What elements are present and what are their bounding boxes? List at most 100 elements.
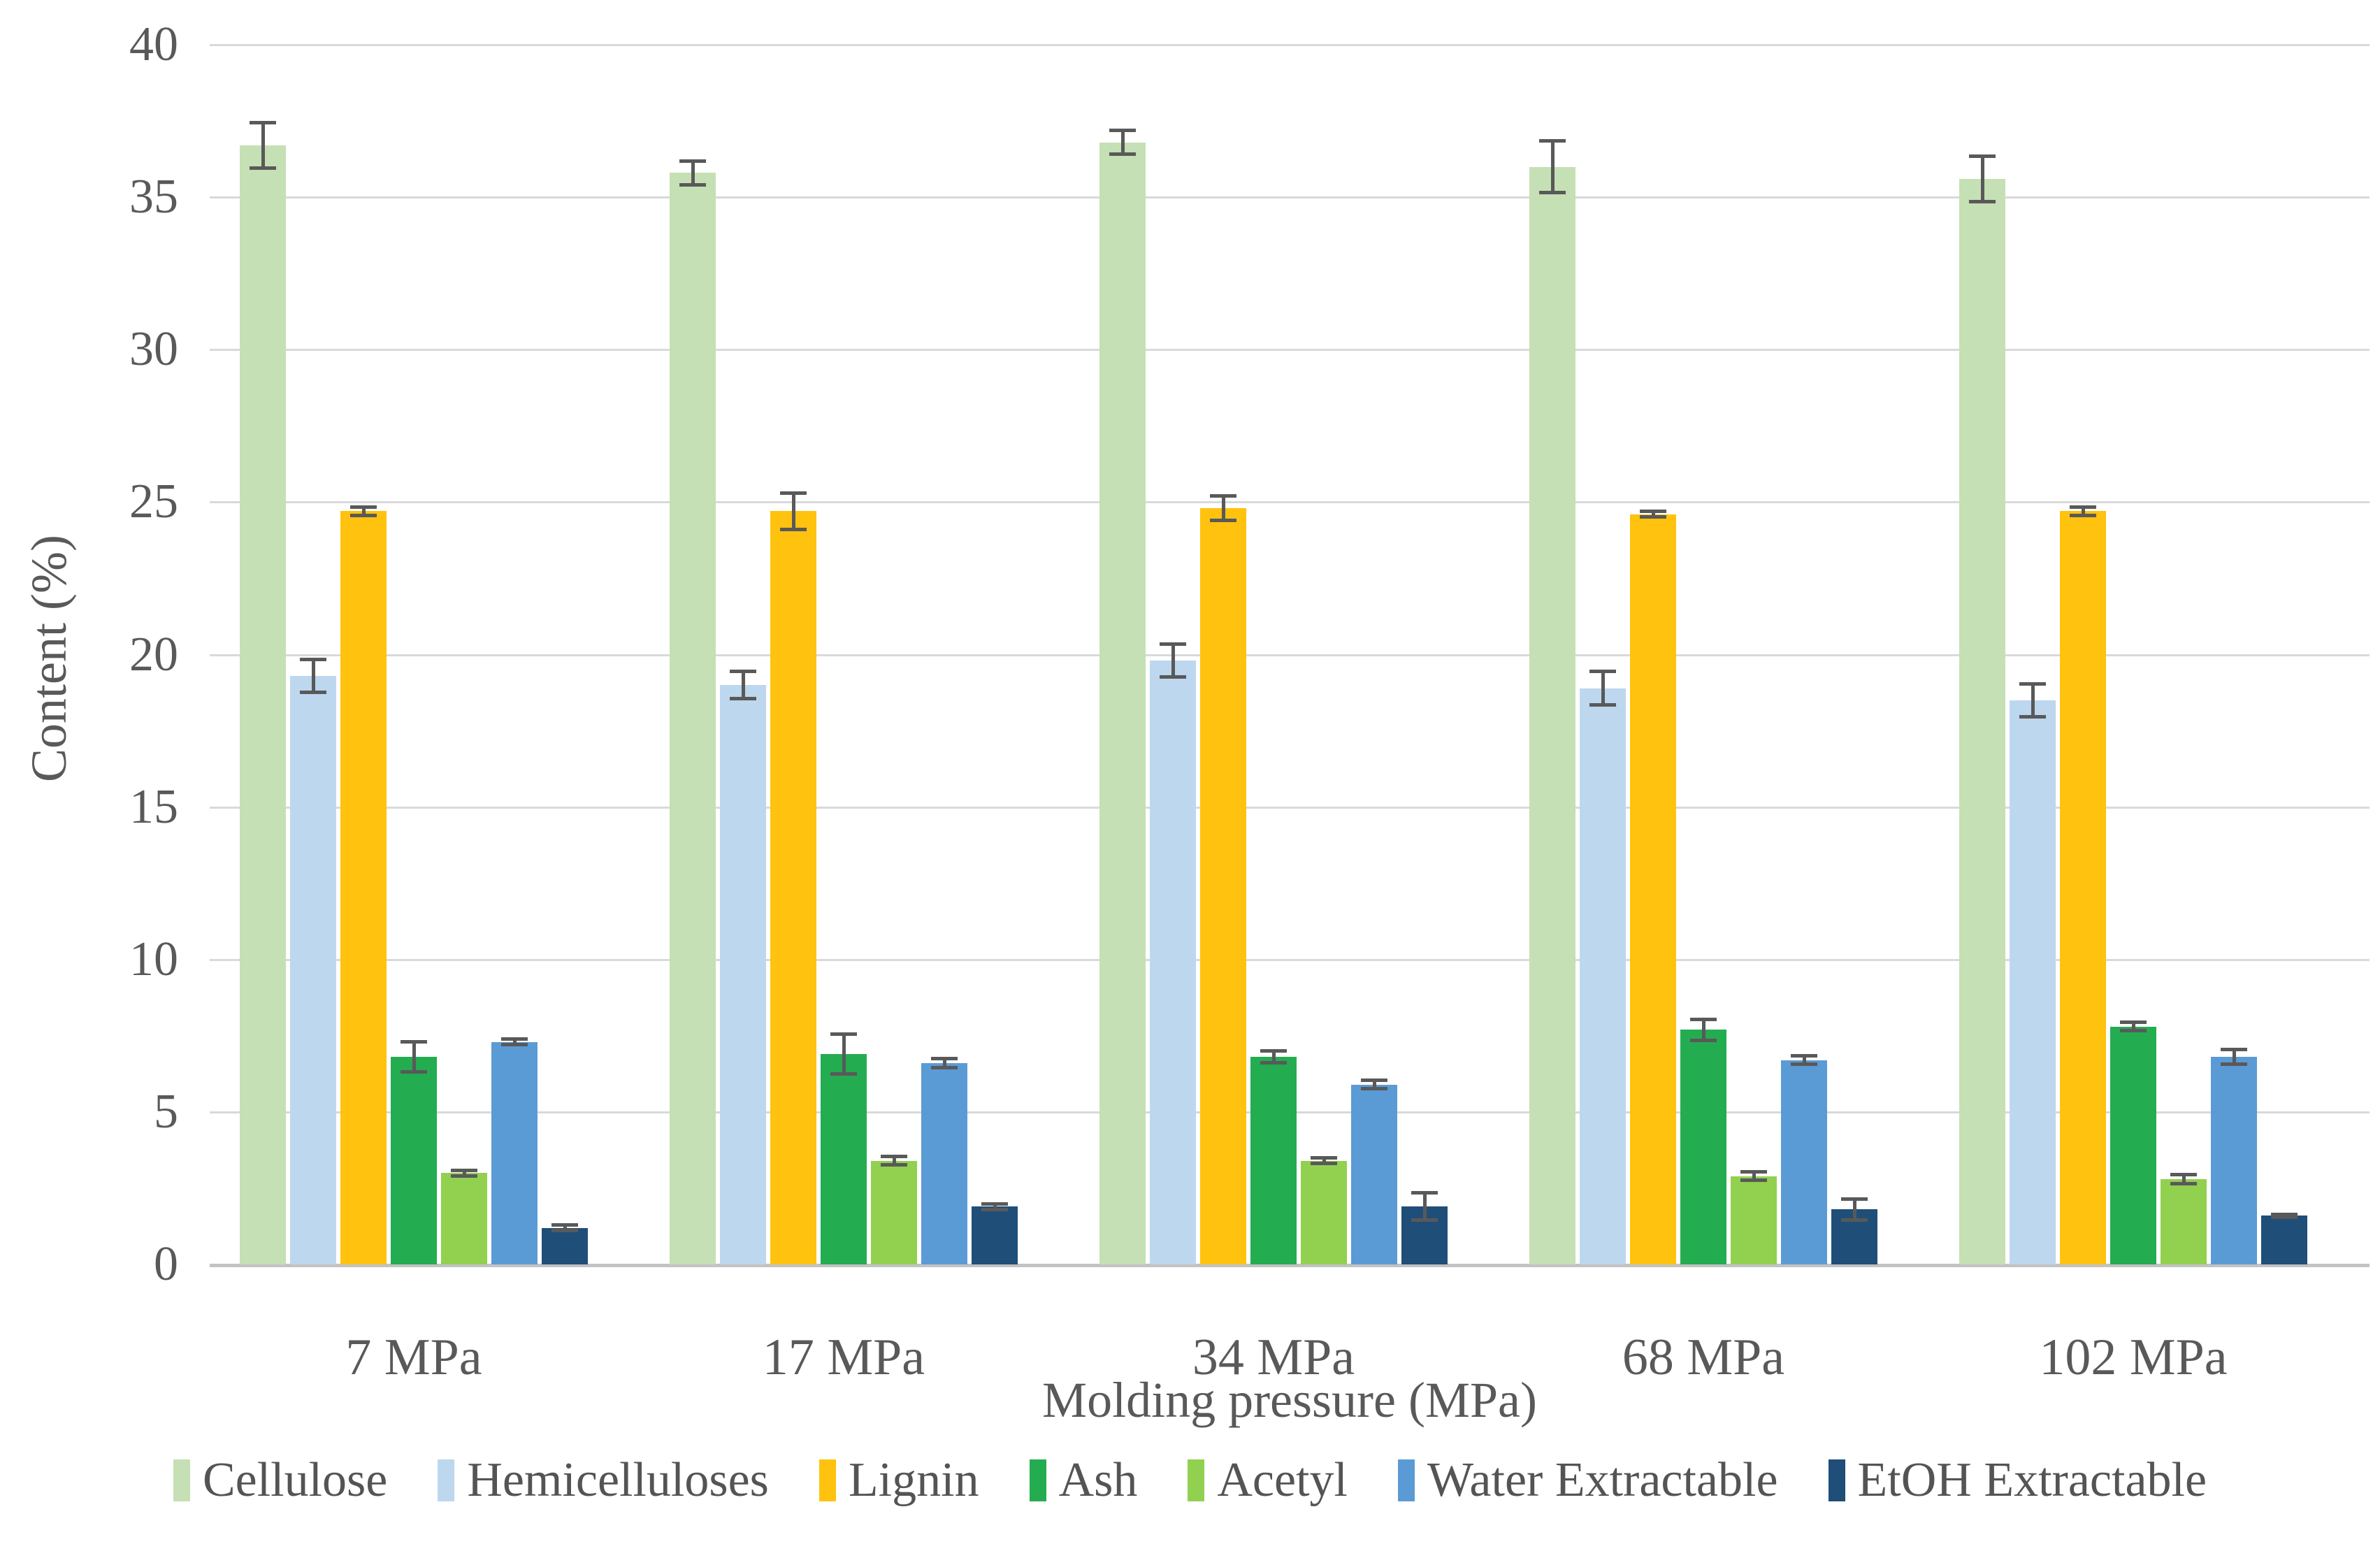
legend-swatch-icon xyxy=(173,1459,190,1501)
error-bar-cap-bottom xyxy=(1361,1087,1387,1091)
error-bar xyxy=(542,1223,588,1233)
error-bar xyxy=(1959,154,2005,203)
error-bar-line xyxy=(892,1154,896,1167)
x-category-label: 68 MPa xyxy=(1622,1329,1785,1386)
bar-lignin xyxy=(770,511,816,1264)
error-bar-line xyxy=(2232,1048,2236,1067)
error-bar xyxy=(2010,681,2056,719)
error-bar-cap-bottom xyxy=(401,1070,427,1074)
error-bar-cap-top xyxy=(1589,670,1616,674)
error-bar-cap-top xyxy=(1260,1049,1287,1053)
error-bar-cap-bottom xyxy=(931,1065,958,1069)
error-bar-line xyxy=(1271,1049,1276,1065)
error-bar-cap-top xyxy=(250,121,276,125)
error-bar-line xyxy=(261,121,265,170)
bar-hemicelluloses xyxy=(2010,700,2056,1264)
y-axis-title: Content (%) xyxy=(21,535,77,782)
error-bar-line xyxy=(1601,670,1605,707)
error-bar-cap-bottom xyxy=(2271,1215,2298,1219)
error-bar xyxy=(1099,128,1146,157)
error-bar-cap-top xyxy=(1690,1017,1717,1021)
legend-item: Water Extractable xyxy=(1397,1452,1778,1508)
bar-lignin xyxy=(1200,508,1246,1264)
legend-swatch-icon xyxy=(1397,1459,1415,1501)
error-bar-cap-bottom xyxy=(1690,1038,1717,1042)
bar-etoh-extractable xyxy=(972,1206,1018,1264)
bar-acetyl xyxy=(2161,1178,2207,1264)
legend-label: Water Extractable xyxy=(1427,1453,1778,1507)
legend-label: Acetyl xyxy=(1217,1453,1348,1507)
y-axis-tick-labels: 0 5 10 15 20 25 30 35 40 xyxy=(0,0,178,1551)
x-category-label: 34 MPa xyxy=(1192,1329,1355,1386)
gridline xyxy=(210,501,2370,504)
error-bar-line xyxy=(942,1057,946,1069)
error-bar-cap-top xyxy=(501,1037,528,1041)
error-bar-line xyxy=(311,657,315,695)
bar-ash xyxy=(1250,1057,1297,1264)
error-bar-cap-top xyxy=(780,491,807,496)
error-bar-cap-bottom xyxy=(1969,199,1996,203)
gridline xyxy=(210,806,2370,809)
error-bar-cap-bottom xyxy=(1740,1178,1767,1183)
error-bar xyxy=(491,1037,538,1047)
bar-etoh-extractable xyxy=(2261,1215,2307,1264)
error-bar xyxy=(1351,1078,1397,1091)
error-bar-cap-top xyxy=(1969,154,1996,159)
error-bar-cap-top xyxy=(1539,139,1566,143)
error-bar-cap-top xyxy=(2271,1212,2298,1216)
bar-group xyxy=(1959,45,2307,1264)
error-bar xyxy=(670,159,716,187)
error-bar-cap-bottom xyxy=(1210,518,1236,522)
bar-cellulose xyxy=(1959,178,2005,1264)
bar-hemicelluloses xyxy=(1150,661,1196,1264)
bar-hemicelluloses xyxy=(1580,688,1626,1264)
bar-water-extractable xyxy=(921,1063,967,1264)
y-tick-label: 20 xyxy=(129,627,178,681)
error-bar-line xyxy=(1422,1191,1427,1222)
error-bar-cap-bottom xyxy=(2221,1062,2247,1067)
error-bar-cap-top xyxy=(300,657,326,661)
bar-cellulose xyxy=(670,173,716,1264)
error-bar-cap-top xyxy=(931,1057,958,1061)
error-bar-line xyxy=(512,1037,517,1047)
error-bar-line xyxy=(1120,128,1125,157)
error-bar-line xyxy=(563,1223,567,1233)
error-bar-cap-bottom xyxy=(501,1043,528,1047)
error-bar-cap-top xyxy=(2019,681,2046,686)
error-bar xyxy=(821,1032,867,1076)
error-bar-line xyxy=(691,159,695,187)
error-bar-line xyxy=(1221,494,1225,522)
y-tick-label: 35 xyxy=(129,170,178,224)
y-tick-label: 5 xyxy=(154,1084,178,1139)
error-bar-cap-bottom xyxy=(2120,1029,2147,1033)
bar-cellulose xyxy=(240,145,286,1264)
error-bar-cap-bottom xyxy=(1260,1061,1287,1065)
error-bar-cap-top xyxy=(730,670,756,674)
error-bar-cap-bottom xyxy=(300,691,326,695)
legend-swatch-icon xyxy=(1828,1459,1845,1501)
error-bar-cap-top xyxy=(1791,1053,1817,1058)
x-axis-title: Molding pressure (MPa) xyxy=(1042,1372,1537,1428)
error-bar-cap-top xyxy=(830,1032,857,1037)
error-bar-line xyxy=(2181,1173,2186,1185)
error-bar-cap-bottom xyxy=(1539,190,1566,194)
legend-label: Cellulose xyxy=(202,1453,388,1507)
bar-group xyxy=(1529,45,1877,1264)
bar-ash xyxy=(391,1057,437,1264)
bar-acetyl xyxy=(441,1173,487,1264)
error-bar-cap-bottom xyxy=(2170,1181,2197,1185)
error-bar-line xyxy=(842,1032,846,1076)
error-bar-line xyxy=(993,1202,997,1211)
error-bar-cap-top xyxy=(981,1202,1008,1206)
error-bar-cap-top xyxy=(2120,1020,2147,1024)
x-axis-baseline xyxy=(210,1264,2370,1267)
legend-swatch-icon xyxy=(818,1459,836,1501)
error-bar-cap-top xyxy=(1411,1191,1438,1195)
y-tick-label: 15 xyxy=(129,779,178,834)
error-bar-cap-top xyxy=(1361,1078,1387,1082)
x-category-label: 7 MPa xyxy=(345,1329,482,1386)
error-bar-line xyxy=(1372,1078,1376,1091)
error-bar-cap-bottom xyxy=(1589,702,1616,707)
bar-hemicelluloses xyxy=(720,685,766,1264)
error-bar-cap-top xyxy=(401,1040,427,1044)
